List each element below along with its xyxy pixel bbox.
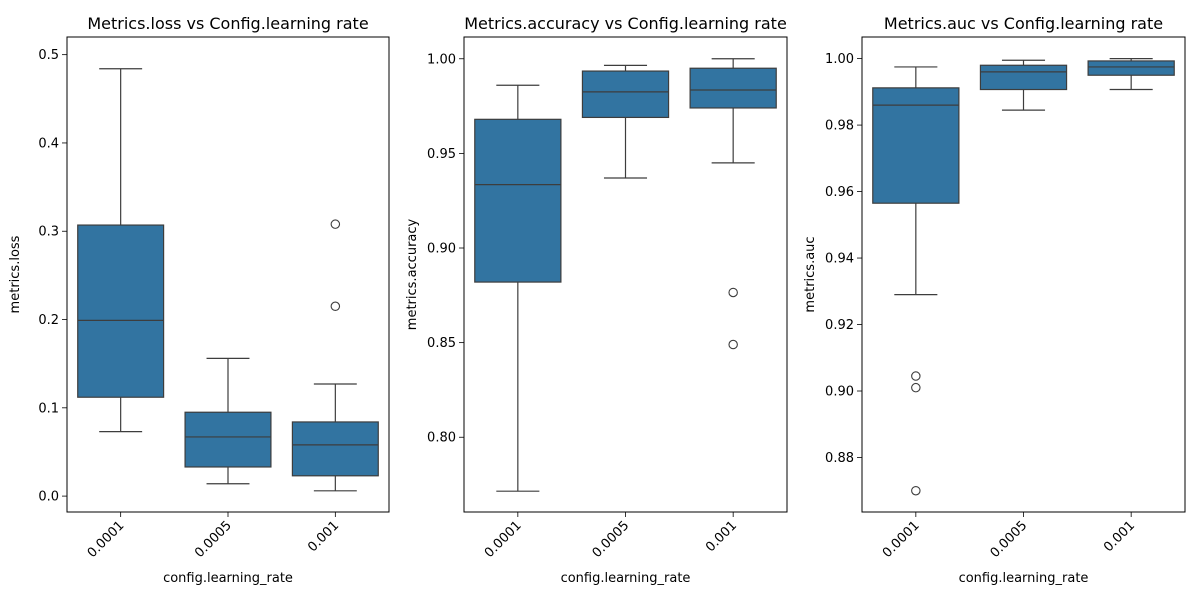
outlier-point (911, 485, 921, 496)
outlier-point (728, 287, 738, 298)
y-tick-label: 0.1 (38, 401, 59, 416)
box-body (1087, 60, 1175, 76)
y-tick-label: 0.3 (38, 225, 59, 240)
y-tick-label: 0.88 (825, 451, 854, 466)
box-0.0001 (474, 84, 562, 492)
y-axis-label: metrics.loss (8, 235, 23, 313)
box-0.001 (291, 219, 379, 492)
outlier-point (330, 301, 341, 312)
y-tick-label: 0.90 (825, 385, 854, 400)
box-0.0005 (184, 357, 272, 485)
box-body (77, 224, 165, 398)
y-axis-label: metrics.accuracy (405, 218, 420, 330)
y-tick-label: 0.98 (825, 119, 854, 134)
y-tick-label: 0.85 (427, 336, 456, 351)
y-tick-label: 0.2 (38, 313, 59, 328)
outlier-point (911, 371, 921, 381)
plot-frame (861, 36, 1186, 513)
chart-panel-3: Metrics.auc vs Config.learning rate 0.88 0… (803, 14, 1186, 586)
chart-title: Metrics.loss vs Config.learning rate (87, 14, 368, 33)
box-body (291, 421, 379, 477)
y-axis-label: metrics.auc (803, 236, 818, 312)
box-0.0005 (979, 59, 1068, 111)
outlier-point (911, 382, 921, 393)
plot-frame (463, 36, 788, 513)
y-tick-label: 0.96 (825, 185, 854, 200)
y-tick-label: 0.4 (38, 136, 59, 151)
box-body (872, 87, 960, 204)
box-0.0005 (581, 64, 670, 179)
y-tick-label: 1.00 (427, 52, 456, 67)
box-body (689, 67, 777, 109)
box-body (979, 64, 1068, 91)
chart-panel-1: Metrics.loss vs Config.learning rate 0.0 0… (8, 14, 390, 586)
outlier-point (330, 219, 341, 229)
y-tick-label: 0.95 (427, 147, 456, 162)
chart-title: Metrics.accuracy vs Config.learning rate (464, 14, 787, 33)
box-0.0001 (77, 68, 165, 433)
x-axis-label: config.learning_rate (561, 571, 691, 586)
y-tick-label: 1.00 (825, 52, 854, 67)
y-tick-label: 0.94 (825, 252, 854, 267)
x-axis-label: config.learning_rate (163, 571, 293, 586)
y-tick-label: 0.90 (427, 242, 456, 257)
outlier-point (728, 339, 738, 350)
box-0.001 (689, 58, 777, 350)
y-tick-label: 0.0 (38, 490, 59, 505)
box-body (474, 118, 562, 283)
box-0.0001 (872, 66, 960, 496)
x-axis-label: config.learning_rate (959, 571, 1089, 586)
plot-frame (66, 36, 390, 513)
box-body (581, 70, 670, 119)
chart-title: Metrics.auc vs Config.learning rate (884, 14, 1163, 33)
y-tick-label: 0.92 (825, 318, 854, 333)
y-tick-label: 0.80 (427, 431, 456, 446)
box-0.001 (1087, 58, 1175, 91)
y-tick-label: 0.5 (38, 48, 59, 63)
box-body (184, 411, 272, 468)
